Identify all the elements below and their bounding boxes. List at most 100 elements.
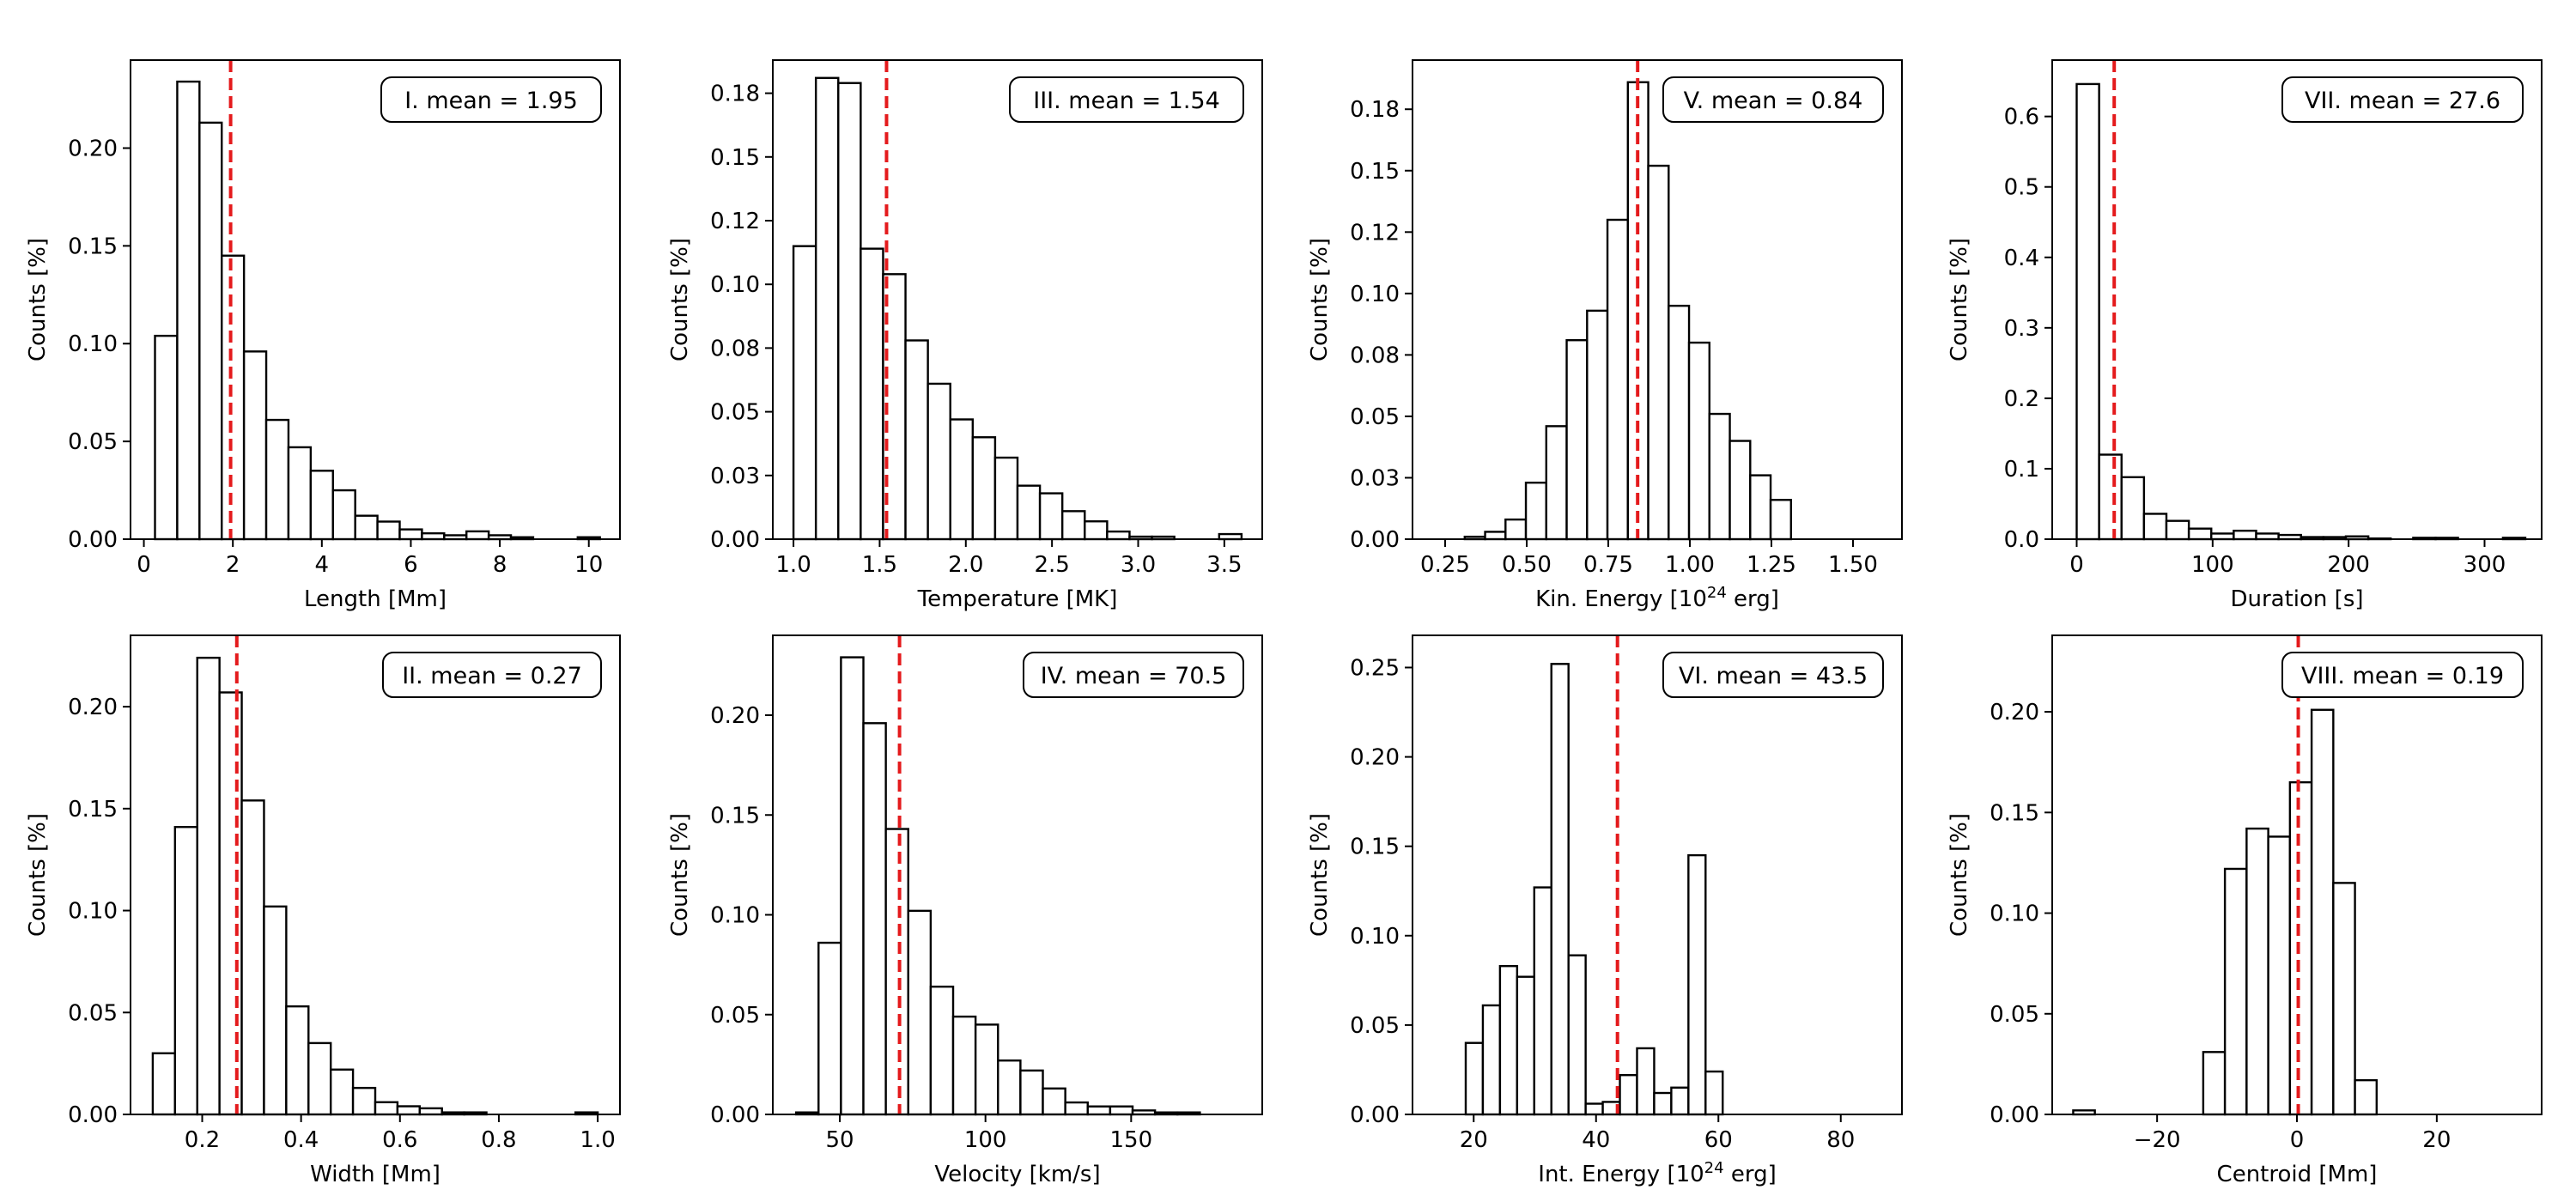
- bar: [1728, 440, 1752, 541]
- bar: [927, 382, 951, 541]
- bar: [1567, 954, 1587, 1116]
- x-tick-label: 2: [226, 552, 240, 578]
- x-tick-label: 20: [2422, 1127, 2451, 1153]
- y-tick-label: 0.10: [1990, 902, 2039, 927]
- bar: [264, 418, 290, 541]
- mean-annotation-box: [380, 76, 602, 123]
- bar: [1086, 1105, 1112, 1116]
- bar: [354, 514, 379, 541]
- bar: [1653, 1091, 1673, 1116]
- bar: [997, 1059, 1022, 1116]
- x-axis-label: Centroid [Mm]: [2217, 1162, 2378, 1187]
- axes-frame: [2051, 59, 2543, 540]
- bar: [1668, 304, 1691, 541]
- x-tick-label: 10: [574, 552, 603, 578]
- x-axis-label: Velocity [km/s]: [934, 1162, 1100, 1187]
- bars-IV: [794, 656, 1201, 1116]
- bar: [2098, 453, 2123, 541]
- bar: [817, 941, 842, 1116]
- y-tick-label: 0.08: [710, 336, 760, 361]
- bar: [1545, 425, 1568, 541]
- x-tick-label: 3.5: [1206, 552, 1242, 578]
- x-tick-label: 6: [404, 552, 418, 578]
- x-tick-label: 2.5: [1034, 552, 1069, 578]
- bar: [1498, 964, 1519, 1116]
- bar: [285, 1005, 310, 1116]
- x-axis-label: Duration [s]: [2230, 586, 2363, 612]
- bar: [792, 245, 817, 541]
- bars-VII: [2075, 82, 2527, 541]
- mean-annotation: I. mean = 1.95: [404, 88, 578, 114]
- bar: [2354, 1078, 2379, 1116]
- bar: [974, 1023, 999, 1116]
- y-tick-label: 0.00: [1350, 527, 1400, 553]
- mean-annotation-box: [1662, 652, 1884, 698]
- y-tick-label: 0.4: [2004, 246, 2039, 271]
- x-tick-label: 1.25: [1747, 552, 1796, 578]
- bar: [904, 339, 929, 541]
- bar: [396, 1105, 422, 1116]
- bar: [465, 530, 490, 541]
- x-tick-label: 300: [2464, 552, 2506, 578]
- panel-III: 1.0 1.5 2.0 2.5 3.0 3.5 0.00 0.03 0.05 0.08 0.10 0.…: [667, 59, 1263, 612]
- bar: [374, 1101, 399, 1116]
- y-tick-label: 0.05: [68, 429, 118, 455]
- y-axis-label: Counts [%]: [1947, 813, 1972, 937]
- bars-V: [1463, 81, 1793, 541]
- bar: [971, 436, 997, 541]
- x-tick-label: 0: [137, 552, 151, 578]
- bar: [2120, 476, 2146, 541]
- mean-annotation-box: [1662, 76, 1884, 123]
- bar: [309, 470, 334, 541]
- bar: [398, 528, 423, 541]
- bar: [376, 520, 401, 541]
- y-tick-label: 0.6: [2004, 105, 2039, 131]
- x-tick-label: 1.00: [1665, 552, 1715, 578]
- panel-IV: 50 100 150 0.00 0.05 0.10 0.15 0.20 Velocity [km…: [667, 634, 1263, 1187]
- y-tick-label: 0.00: [710, 1102, 760, 1128]
- y-axis-label: Counts [%]: [1947, 238, 1972, 361]
- x-tick-label: 0: [2290, 1127, 2305, 1153]
- y-tick-label: 0.20: [710, 703, 760, 729]
- bar: [860, 247, 884, 541]
- x-tick-label: 3.0: [1121, 552, 1156, 578]
- y-tick-label: 0.10: [1350, 282, 1400, 307]
- y-tick-label: 0.1: [2004, 457, 2039, 483]
- y-tick-label: 0.10: [68, 331, 118, 357]
- bar: [1038, 492, 1064, 541]
- bar: [840, 656, 865, 1116]
- x-tick-label: 100: [2191, 552, 2234, 578]
- y-tick-label: 0.25: [1350, 655, 1400, 681]
- bars-VI: [1464, 663, 1724, 1116]
- x-tick-label: 200: [2327, 552, 2370, 578]
- bars-III: [792, 76, 1243, 541]
- y-tick-label: 0.00: [68, 527, 118, 553]
- bar: [1606, 218, 1630, 541]
- bar: [329, 1068, 355, 1116]
- bar: [1647, 164, 1670, 541]
- y-tick-label: 0.10: [1350, 924, 1400, 950]
- bar: [173, 826, 198, 1116]
- bar: [1687, 341, 1711, 541]
- mean-annotation: III. mean = 1.54: [1033, 88, 1220, 114]
- y-tick-label: 0.15: [710, 803, 760, 829]
- bar: [1084, 520, 1109, 541]
- bar: [814, 76, 840, 541]
- x-axis-label: Temperature [MK]: [917, 586, 1118, 612]
- bar: [2332, 882, 2356, 1116]
- mean-annotation: VI. mean = 43.5: [1679, 663, 1868, 689]
- bar: [1533, 886, 1552, 1116]
- y-tick-label: 0.05: [1350, 404, 1400, 430]
- x-tick-label: 1.0: [580, 1127, 615, 1153]
- bar: [837, 82, 862, 541]
- x-tick-label: 1.50: [1828, 552, 1878, 578]
- bar: [1064, 1101, 1089, 1116]
- panel-VII: 0 100 200 300 0.0 0.1 0.2 0.3 0.4 0.5 0.6 Duration …: [1947, 59, 2543, 612]
- x-tick-label: 0.8: [481, 1127, 516, 1153]
- x-tick-label: 0.4: [283, 1127, 319, 1153]
- bar: [2233, 529, 2257, 541]
- y-tick-label: 0.5: [2004, 175, 2039, 201]
- bar: [1481, 1004, 1502, 1116]
- y-tick-label: 0.00: [1350, 1102, 1400, 1128]
- mean-annotation-box: [382, 652, 602, 698]
